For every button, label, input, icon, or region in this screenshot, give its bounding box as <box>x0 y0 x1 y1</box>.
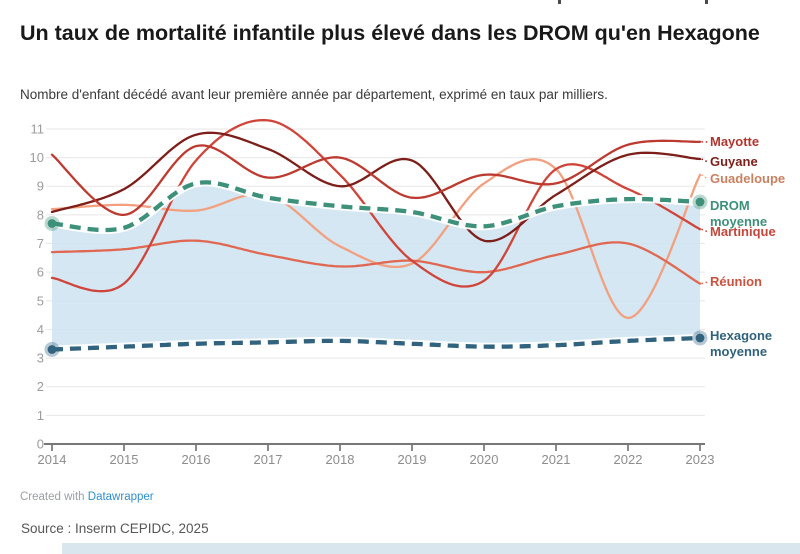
y-tick-label: 7 <box>37 236 44 251</box>
series-label-mayotte: Mayotte <box>710 134 760 149</box>
y-tick-label: 3 <box>37 351 44 366</box>
series-label-martinique: Martinique <box>710 224 776 239</box>
x-tick-label: 2023 <box>686 452 715 467</box>
series-label-hexagone-moyenne: Hexagone moyenne <box>710 328 773 359</box>
y-tick-label: 5 <box>37 293 44 308</box>
casing-hexagone-moyenne <box>51 334 701 354</box>
x-tick-label: 2021 <box>542 452 571 467</box>
line-mayotte <box>50 139 702 217</box>
line-martinique <box>50 118 702 293</box>
line-guadeloupe <box>50 158 702 320</box>
endpoint-dot <box>695 333 705 343</box>
endpoint-halo <box>44 341 60 357</box>
created-with-text: Created with <box>20 491 88 503</box>
x-tick-label: 2019 <box>398 452 427 467</box>
line-réunion <box>50 239 702 285</box>
cropped-toolbar-fragment <box>705 0 708 4</box>
series-label-guyane: Guyane <box>710 154 758 169</box>
endpoint-dot <box>47 345 57 354</box>
attribution-line: Created with Datawrapper <box>20 491 154 503</box>
line-hexagone-moyenne <box>51 335 701 352</box>
y-tick-label: 2 <box>37 379 44 394</box>
bottom-strip <box>62 543 800 554</box>
chart-title: Un taux de mortalité infantile plus élev… <box>20 21 760 45</box>
y-tick-label: 1 <box>37 408 44 423</box>
casing-drom-moyenne <box>51 178 701 234</box>
series-label-drom-moyenne: DROM moyenne <box>710 198 768 229</box>
label-leader-martinique <box>701 228 709 233</box>
y-tick-label: 10 <box>30 150 44 165</box>
endpoint-dot <box>47 219 57 228</box>
x-tick-label: 2014 <box>38 452 67 467</box>
y-tick-label: 8 <box>37 207 44 222</box>
x-tick-label: 2020 <box>470 452 499 467</box>
x-tick-label: 2016 <box>182 452 211 467</box>
x-tick-label: 2015 <box>110 452 139 467</box>
endpoint-dot <box>695 197 705 207</box>
source-line: Source : Inserm CEPIDC, 2025 <box>21 521 209 536</box>
cropped-toolbar-fragment <box>558 0 561 4</box>
line-drom-moyenne <box>51 180 701 233</box>
x-tick-label: 2022 <box>614 452 643 467</box>
y-tick-label: 0 <box>37 437 44 452</box>
y-tick-label: 9 <box>37 179 44 194</box>
series-label-réunion: Réunion <box>710 274 762 289</box>
label-leader-guyane <box>701 158 709 163</box>
drom-hexagone-band <box>52 182 700 350</box>
x-tick-label: 2018 <box>326 452 355 467</box>
endpoint-halo <box>44 215 60 231</box>
datawrapper-link[interactable]: Datawrapper <box>87 491 154 503</box>
x-tick-label: 2017 <box>254 452 283 467</box>
endpoint-halo <box>692 330 708 346</box>
chart-subtitle: Nombre d'enfant décédé avant leur premiè… <box>20 87 608 102</box>
y-tick-label: 4 <box>37 322 44 337</box>
line-guyane <box>50 131 702 243</box>
y-tick-label: 11 <box>31 121 45 136</box>
y-tick-label: 6 <box>37 265 44 280</box>
series-label-guadeloupe: Guadeloupe <box>710 171 786 186</box>
label-leader-réunion <box>701 281 709 285</box>
label-leader-guadeloupe <box>701 174 709 180</box>
endpoint-halo <box>692 194 708 210</box>
